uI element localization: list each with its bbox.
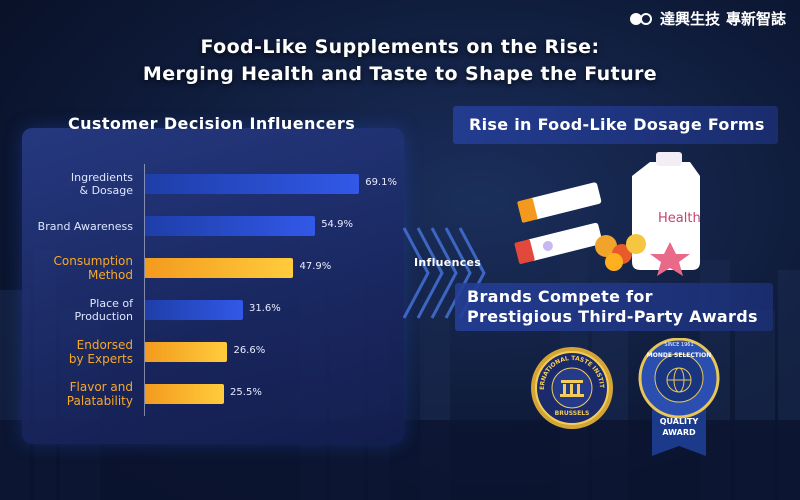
monde-selection-medal: SINCE 1961 MONDE SELECTION QUALITY AWARD xyxy=(638,338,720,456)
medal2-since: SINCE 1961 xyxy=(664,342,693,348)
category-label-2-line-0: Consumption xyxy=(53,254,133,268)
bar-value-label-0: 69.1% xyxy=(365,177,397,188)
awards-line-1: Brands Compete for xyxy=(467,287,653,306)
category-label-4: Endorsed by Experts xyxy=(3,338,133,366)
bar-value-label-4: 26.6% xyxy=(233,345,266,356)
dosage-forms-box: Rise in Food-Like Dosage Forms xyxy=(453,106,778,144)
brand-name: 達興生技 xyxy=(659,10,720,28)
brand-tagline: 專新智誌 xyxy=(725,10,786,28)
medal2-award-line2: AWARD xyxy=(662,428,696,437)
bar-0 xyxy=(145,174,360,194)
chart-heading: Customer Decision Influencers xyxy=(68,114,356,133)
category-label-0-line-0: Ingredients xyxy=(70,171,133,184)
bar-value-label-3: 31.6% xyxy=(248,303,281,314)
awards-line-2: Prestigious Third-Party Awards xyxy=(467,307,758,326)
category-label-5-line-1: Palatability xyxy=(66,394,133,408)
bar-4 xyxy=(145,342,228,362)
medal2-ring-text: MONDE SELECTION xyxy=(647,352,711,359)
page-title: Food-Like Supplements on the Rise: Mergi… xyxy=(0,34,800,88)
taste-institute-medal: INTERNATIONAL TASTE INSTITUTE BRUSSELS xyxy=(530,346,613,429)
category-label-4-line-1: by Experts xyxy=(68,352,133,366)
chart-axis xyxy=(144,164,145,416)
category-label-1: Brand Awareness xyxy=(3,220,133,233)
medal1-city: BRUSSELS xyxy=(555,410,590,417)
title-line-1: Food-Like Supplements on the Rise: xyxy=(200,36,600,58)
category-label-4-line-0: Endorsed xyxy=(76,338,133,352)
bar-3 xyxy=(145,300,243,320)
category-label-0-line-1: & Dosage xyxy=(79,184,134,197)
bar-5 xyxy=(145,384,225,404)
category-label-3-line-0: Place of xyxy=(89,297,133,310)
awards-box: Brands Compete for Prestigious Third-Par… xyxy=(455,283,773,331)
category-label-3-line-1: Production xyxy=(74,310,133,323)
bar-1 xyxy=(145,216,316,236)
brand-logo-icon xyxy=(629,12,654,26)
category-label-0: Ingredients & Dosage xyxy=(3,171,133,197)
title-line-2: Merging Health and Taste to Shape the Fu… xyxy=(142,63,658,85)
bar-2 xyxy=(145,258,294,278)
product-illustration: Health xyxy=(514,152,701,276)
product-label: Health xyxy=(658,211,701,226)
category-label-1-line-0: Brand Awareness xyxy=(37,219,133,233)
category-label-5: Flavor and Palatability xyxy=(3,380,133,408)
category-label-2: Consumption Method xyxy=(3,254,133,282)
brand-logo: 達興生技 專新智誌 xyxy=(629,8,786,29)
bar-value-label-5: 25.5% xyxy=(230,387,262,398)
category-label-5-line-0: Flavor and xyxy=(69,380,133,394)
influences-label: Influences xyxy=(414,256,482,269)
bar-value-label-2: 47.9% xyxy=(299,261,332,272)
category-label-2-line-1: Method xyxy=(87,268,133,282)
bar-value-label-1: 54.9% xyxy=(321,219,353,230)
category-label-3: Place of Production xyxy=(3,297,133,323)
medal2-award-line1: QUALITY xyxy=(660,417,699,426)
